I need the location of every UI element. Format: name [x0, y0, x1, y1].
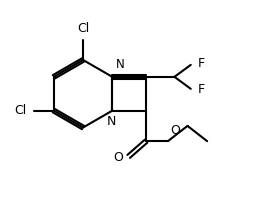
Text: O: O: [170, 124, 180, 137]
Text: Cl: Cl: [14, 104, 26, 117]
Text: F: F: [197, 57, 204, 70]
Text: F: F: [197, 83, 204, 96]
Text: O: O: [113, 151, 123, 164]
Text: N: N: [107, 116, 116, 128]
Text: N: N: [116, 58, 124, 72]
Text: Cl: Cl: [77, 22, 89, 35]
